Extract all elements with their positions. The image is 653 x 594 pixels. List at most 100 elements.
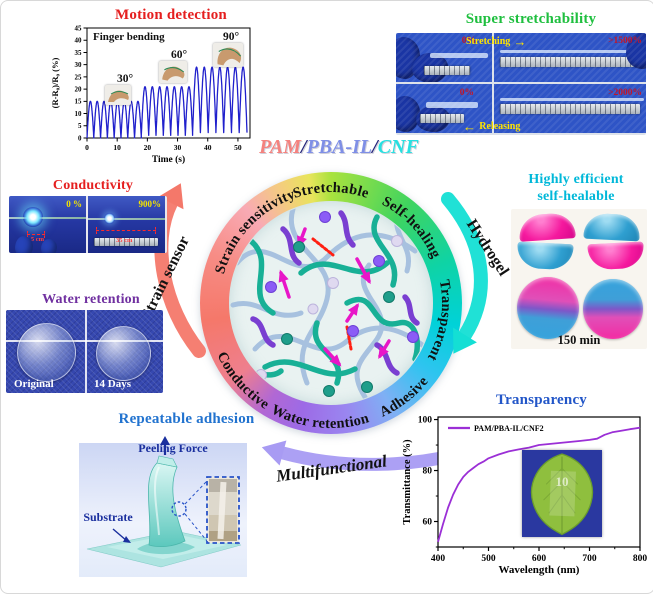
zoom-circle bbox=[171, 501, 187, 517]
zoom-connector bbox=[184, 513, 208, 542]
measure-0 bbox=[27, 231, 45, 238]
ring-word-text: Water retention bbox=[269, 402, 371, 432]
photo-unstretched-top: 0% bbox=[396, 33, 492, 82]
motion-signal-line bbox=[86, 66, 248, 139]
cut-disc-pink-bottom bbox=[587, 241, 645, 271]
substrate-pointer-head bbox=[123, 536, 131, 543]
x-tick-label: 800 bbox=[633, 554, 648, 564]
x-axis-label: Time (s) bbox=[152, 154, 185, 165]
finger-30-drawing bbox=[108, 90, 129, 102]
x-axis-label: Wavelength (nm) bbox=[499, 564, 580, 576]
x-tick-label: 700 bbox=[582, 554, 597, 564]
long-ruler bbox=[500, 104, 640, 114]
substrate-label: Substrate bbox=[77, 510, 139, 525]
glove bbox=[396, 96, 420, 132]
main-title-sep2: / bbox=[372, 136, 378, 158]
angle-label-60: 60° bbox=[171, 49, 188, 61]
ring-word: Transparent bbox=[424, 279, 454, 364]
angle-label-90: 90° bbox=[223, 31, 240, 43]
length-900-label: 35 cm bbox=[116, 237, 133, 244]
y-axis-label: Transmittance (%) bbox=[402, 439, 413, 525]
motion-detection-title: Motion detection bbox=[115, 7, 227, 23]
y-tick-label: 20 bbox=[75, 86, 83, 94]
ruler bbox=[424, 66, 470, 75]
photo-stretched-2000: >2000% bbox=[494, 84, 646, 133]
ruler bbox=[420, 114, 464, 123]
repeatable-adhesion-title: Repeatable adhesion bbox=[118, 411, 255, 427]
transparency-title: Transparency bbox=[495, 392, 588, 408]
leaf-drawing bbox=[530, 453, 594, 536]
main-title-pba-il: PBA-IL bbox=[306, 136, 373, 158]
glove bbox=[412, 53, 448, 82]
ring-word-text: Strain sensitivity bbox=[212, 186, 297, 276]
y-tick-label: 0 bbox=[78, 134, 82, 142]
x-tick-label: 600 bbox=[532, 554, 547, 564]
stretching-arrow-icon: → bbox=[510, 34, 527, 49]
x-tick-label: 30 bbox=[174, 143, 182, 152]
peeling-force-label: Peeling Force bbox=[118, 441, 228, 456]
peeling-arrow-head bbox=[160, 436, 170, 445]
photo-unstretched-bottom: 0% bbox=[396, 84, 492, 133]
ring-word: Strain sensitivity bbox=[212, 186, 298, 276]
ring-word: Conductive bbox=[214, 349, 273, 413]
ring-word-text: Conductive bbox=[214, 349, 272, 413]
glove bbox=[396, 37, 420, 79]
healing-time-label: 150 min bbox=[557, 333, 601, 347]
x-tick-label: 50 bbox=[234, 143, 242, 152]
main-title-cnf: CNF bbox=[377, 136, 419, 158]
x-tick-label: 400 bbox=[431, 554, 446, 564]
stretchability-photos: 0% >1500% 0% >2000% bbox=[396, 33, 646, 135]
ring-word: Stretchable bbox=[291, 180, 371, 202]
stretching-label-row: Stretching → bbox=[466, 34, 527, 49]
main-title-pam: PAM bbox=[259, 136, 302, 158]
strain-0-label-top: 0% bbox=[461, 36, 476, 46]
y-tick-label: 15 bbox=[75, 98, 83, 106]
angle-label-30: 30° bbox=[117, 73, 134, 85]
y-tick-label: 5 bbox=[78, 122, 82, 130]
legend-label: PAM/PBA-IL/CNF2 bbox=[474, 424, 544, 433]
led-dim bbox=[104, 213, 115, 224]
x-tick-label: 20 bbox=[144, 143, 152, 152]
adhesion-scene bbox=[79, 436, 247, 577]
x-tick-label: 10 bbox=[113, 143, 121, 152]
hydrogel-strip bbox=[430, 53, 488, 58]
wire bbox=[88, 218, 165, 220]
y-tick-label: 35 bbox=[75, 49, 83, 57]
finger-photo-60 bbox=[159, 61, 187, 83]
finger-bending-label: Finger bending bbox=[93, 31, 165, 43]
glove-finger bbox=[15, 236, 33, 253]
healed-disc-right bbox=[583, 279, 643, 339]
strain-2000-label: >2000% bbox=[608, 88, 642, 98]
y-tick-label: 80 bbox=[423, 467, 433, 477]
gel-strip-top bbox=[156, 455, 178, 468]
y-tick-label: 45 bbox=[75, 24, 83, 32]
original-label: Original bbox=[14, 378, 54, 390]
cut-disc-blue-bottom bbox=[516, 241, 574, 271]
conductivity-photo-0: 0 % 3.5 cm bbox=[9, 196, 86, 253]
conductivity-photos: 0 % 3.5 cm 900% 35 cm bbox=[9, 196, 167, 253]
hydrogel-strip-stretched bbox=[500, 50, 642, 53]
y-tick-label: 100 bbox=[418, 416, 433, 426]
length-0-label: 3.5 cm bbox=[26, 236, 45, 243]
cut-disc-blue-top bbox=[583, 212, 641, 242]
hydrogel-strip bbox=[426, 102, 478, 108]
ring-word-text: Stretchable bbox=[291, 180, 371, 202]
x-tick-label: 0 bbox=[85, 143, 89, 152]
leaf-inset-photo: 10 bbox=[522, 450, 602, 537]
main-title-sep1: / bbox=[301, 136, 307, 158]
ring-word-text: Transparent bbox=[424, 279, 454, 364]
conductivity-photo-900: 900% 35 cm bbox=[88, 196, 165, 253]
inset-gel-film bbox=[217, 481, 227, 540]
leaf-inset-number: 10 bbox=[555, 474, 569, 489]
y-tick-label: 25 bbox=[75, 73, 83, 81]
finger-photo-90 bbox=[213, 43, 243, 67]
y-tick-label: 30 bbox=[75, 61, 83, 69]
substrate-text: Substrate bbox=[83, 510, 133, 524]
strain-1500-label: >1500% bbox=[608, 36, 642, 46]
self-healable-title-line1: Highly efficient bbox=[528, 172, 624, 187]
ring-word: Self-healing bbox=[379, 193, 444, 261]
gel-highlight bbox=[154, 466, 160, 536]
x-tick-label: 500 bbox=[481, 554, 496, 564]
transmittance-line bbox=[437, 426, 641, 543]
hydrogel-strip-stretched bbox=[500, 98, 644, 101]
